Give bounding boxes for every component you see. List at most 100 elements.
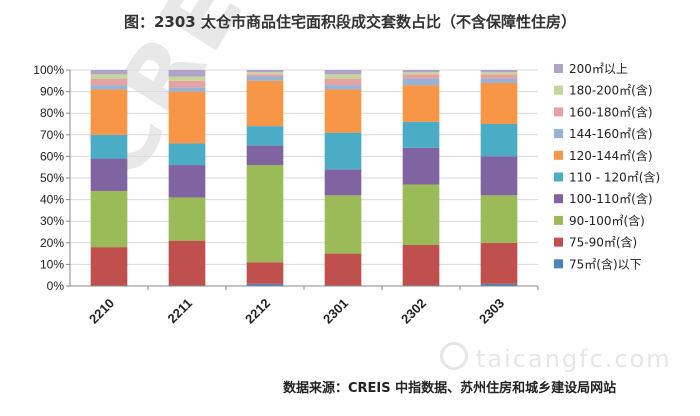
bar-segment [246, 145, 284, 166]
y-tick-label: 50% [40, 171, 64, 185]
bar-segment [246, 74, 284, 77]
legend-swatch [554, 237, 563, 247]
bar-segment [480, 283, 518, 286]
y-tick-label: 40% [40, 193, 64, 207]
y-tick-label: 90% [40, 85, 64, 99]
bar-layer [90, 70, 518, 286]
bar-segment [402, 121, 440, 148]
bar-segment [480, 70, 518, 73]
legend-swatch [554, 194, 563, 204]
bar-segment [246, 70, 284, 73]
bar-segment [168, 76, 206, 81]
y-tick-label: 0% [47, 279, 65, 293]
bar-segment [402, 74, 440, 79]
bar-segment [480, 124, 518, 157]
bar-segment [324, 169, 362, 196]
bar-segment [480, 78, 518, 83]
legend-label: 200㎡以上 [569, 62, 628, 76]
x-tick-label: 2210 [86, 296, 117, 327]
legend-swatch [554, 215, 563, 225]
bar-segment [480, 195, 518, 243]
bar-segment [90, 78, 128, 86]
bar-segment [402, 78, 440, 86]
legend-label: 100-110㎡(含) [569, 191, 653, 206]
bar-segment [480, 74, 518, 79]
bar-segment [168, 87, 206, 92]
bar-segment [480, 82, 518, 124]
bar-segment [90, 74, 128, 79]
bar-segment [324, 85, 362, 90]
bar-segment [324, 253, 362, 286]
bar-segment [324, 89, 362, 133]
y-tick-label: 10% [40, 257, 64, 271]
legend-label: 144-160㎡(含) [569, 126, 653, 141]
site-watermark: taicangfc.com [440, 342, 672, 373]
bar-segment [402, 72, 440, 75]
bar-segment [246, 262, 284, 284]
bar-segment [90, 89, 128, 135]
bar-segment [324, 78, 362, 86]
bar-segment [246, 76, 284, 81]
smiley-icon [440, 342, 468, 370]
bar-segment [246, 165, 284, 263]
legend-swatch [554, 129, 563, 139]
legend-label: 90-100㎡(含) [569, 213, 645, 228]
legend-label: 75-90㎡(含) [569, 235, 637, 250]
y-tick-label: 30% [40, 214, 64, 228]
legend-swatch [554, 172, 563, 182]
legend-swatch [554, 150, 563, 160]
bar-segment [246, 80, 284, 127]
legend-layer: 200㎡以上 180-200㎡(含) 160-180㎡(含) 144-160㎡(含) 1… [554, 62, 660, 271]
bar-segment [168, 80, 206, 88]
bar-segment [402, 184, 440, 245]
bar-segment [480, 242, 518, 284]
y-tick-label: 70% [40, 128, 64, 142]
bar-segment [90, 158, 128, 191]
bar-segment [90, 190, 128, 248]
bar-segment [90, 247, 128, 286]
y-tick-label: 80% [40, 106, 64, 120]
bar-segment [90, 85, 128, 90]
bar-segment [246, 72, 284, 75]
chart-title: 图：2303 太仓市商品住宅面积段成交套数占比（不含保障性住房） [124, 13, 576, 31]
grid-layer [70, 69, 538, 287]
source-note: 数据来源：CREIS 中指数据、苏州住房和城乡建设局网站 [283, 381, 617, 396]
bar-segment [402, 85, 440, 122]
bar-segment [402, 244, 440, 286]
bar-segment [480, 156, 518, 196]
bar-segment [168, 70, 206, 77]
x-tick-label: 2303 [476, 296, 507, 327]
bar-segment [246, 126, 284, 146]
legend-label: 75㎡(含)以下 [569, 256, 642, 271]
bar-segment [168, 165, 206, 198]
legend-label: 110 - 120㎡(含) [569, 170, 660, 185]
bar-segment [168, 197, 206, 241]
bar-segment [90, 70, 128, 75]
legend-label: 160-180㎡(含) [569, 104, 653, 119]
y-tick-label: 60% [40, 149, 64, 163]
bar-segment [480, 72, 518, 75]
legend-swatch [554, 259, 563, 269]
bar-segment [402, 70, 440, 73]
x-tick-label: 2302 [398, 296, 429, 327]
x-tick-label: 2211 [165, 296, 196, 327]
bar-segment [246, 283, 284, 286]
bar-segment [324, 195, 362, 254]
bar-segment [168, 91, 206, 144]
legend-label: 180-200㎡(含) [569, 83, 653, 98]
legend-swatch [554, 64, 563, 73]
y-tick-label: 100% [33, 63, 64, 77]
x-tick-label: 2301 [320, 296, 351, 327]
bar-segment [168, 143, 206, 166]
bar-segment [168, 240, 206, 286]
legend-swatch [554, 85, 563, 95]
bar-segment [324, 74, 362, 79]
legend-label: 120-144㎡(含) [569, 148, 653, 163]
legend-swatch [554, 107, 563, 117]
bar-segment [402, 147, 440, 185]
x-tick-label: 2212 [242, 296, 273, 327]
y-tick-label: 20% [40, 236, 64, 250]
bar-segment [324, 132, 362, 170]
bar-segment [324, 70, 362, 75]
